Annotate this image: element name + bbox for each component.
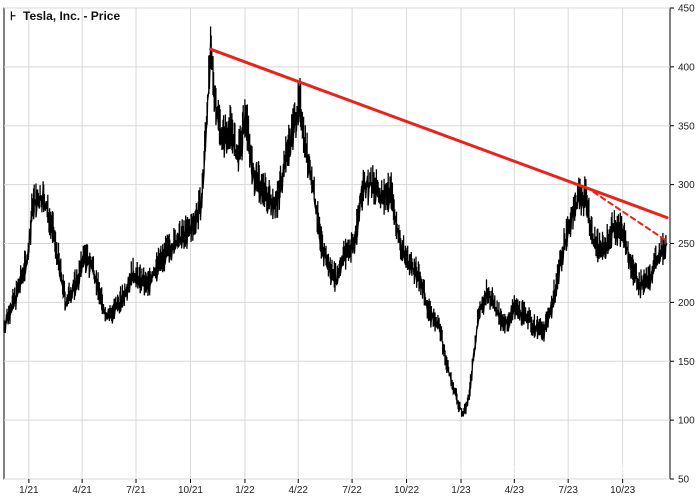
x-tick-label: 10/21 bbox=[178, 485, 203, 496]
x-tick-label: 4/23 bbox=[505, 485, 525, 496]
x-tick-label: 4/21 bbox=[72, 485, 92, 496]
y-tick-label: 450 bbox=[678, 4, 695, 15]
x-tick-label: 10/22 bbox=[394, 485, 419, 496]
y-tick-label: 350 bbox=[678, 121, 695, 132]
x-tick-label: 10/23 bbox=[610, 485, 635, 496]
price-line bbox=[3, 26, 668, 417]
chart-title: Tesla, Inc. - Price bbox=[23, 9, 120, 23]
x-axis: 1/21 4/21 7/21 10/21 1/22 4/22 7/22 10/22 1/23 4/… bbox=[19, 479, 636, 496]
trendlines bbox=[209, 47, 669, 243]
y-tick-label: 50 bbox=[678, 475, 690, 486]
y-tick-label: 200 bbox=[678, 298, 695, 309]
x-tick-label: 7/21 bbox=[126, 485, 146, 496]
y-tick-label: 400 bbox=[678, 62, 695, 73]
dashed-trendline bbox=[584, 185, 669, 243]
x-tick-label: 1/21 bbox=[19, 485, 39, 496]
legend-marker: ⊦ bbox=[10, 9, 16, 23]
x-tick-label: 7/22 bbox=[342, 485, 362, 496]
x-tick-label: 1/23 bbox=[451, 485, 471, 496]
y-tick-label: 150 bbox=[678, 357, 695, 368]
x-tick-label: 4/22 bbox=[288, 485, 308, 496]
y-tick-label: 300 bbox=[678, 180, 695, 191]
y-axis: 50 100 150 200 250 300 350 400 450 bbox=[670, 4, 695, 486]
x-tick-label: 7/23 bbox=[558, 485, 578, 496]
y-tick-label: 100 bbox=[678, 416, 695, 427]
y-tick-label: 250 bbox=[678, 239, 695, 250]
x-tick-label: 1/22 bbox=[235, 485, 255, 496]
watermark: FactSet, MarketWatch 華安集、市场观察 bbox=[422, 462, 652, 477]
